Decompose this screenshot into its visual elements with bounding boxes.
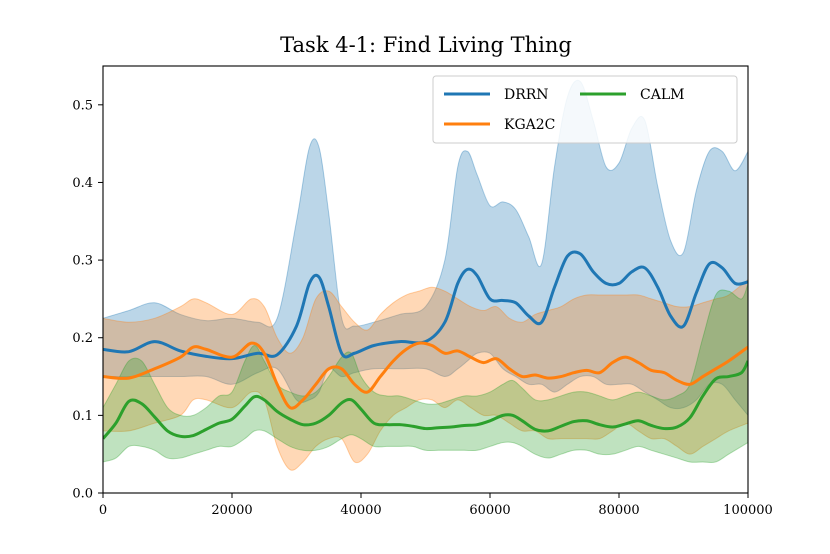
drrn-confidence-band — [103, 79, 748, 417]
calm-confidence-band — [103, 283, 748, 464]
y-tick-label: 0.0 — [72, 487, 93, 502]
calm-line — [103, 360, 748, 440]
x-tick-label: 40000 — [340, 503, 381, 518]
drrn-line — [103, 250, 748, 361]
legend: DRRN KGA2C CALM — [432, 75, 738, 144]
y-axis: 0.0 0.1 0.2 0.3 0.4 0.5 — [72, 98, 103, 502]
x-tick-label: 80000 — [598, 503, 639, 518]
kga2c-confidence-band — [103, 278, 748, 471]
legend-box — [432, 75, 738, 144]
y-tick-label: 0.1 — [72, 409, 93, 424]
y-tick-label: 0.2 — [72, 331, 93, 346]
kga2c-legend-label: KGA2C — [504, 117, 555, 133]
y-tick-label: 0.3 — [72, 254, 93, 269]
plot-frame — [102, 65, 749, 494]
calm-legend-label: CALM — [640, 87, 684, 103]
kga2c-line — [103, 341, 748, 410]
confidence-bands — [103, 79, 748, 471]
x-axis: 0 20000 40000 60000 80000 100000 — [99, 493, 773, 518]
y-tick-label: 0.4 — [72, 176, 93, 191]
y-tick-label: 0.5 — [72, 98, 93, 113]
x-tick-label: 100000 — [723, 503, 773, 518]
drrn-legend-label: DRRN — [504, 87, 549, 103]
x-tick-label: 20000 — [211, 503, 252, 518]
x-tick-label: 60000 — [469, 503, 510, 518]
chart-title: Task 4-1: Find Living Thing — [280, 33, 572, 57]
x-tick-label: 0 — [99, 503, 107, 518]
series-lines — [103, 250, 748, 440]
